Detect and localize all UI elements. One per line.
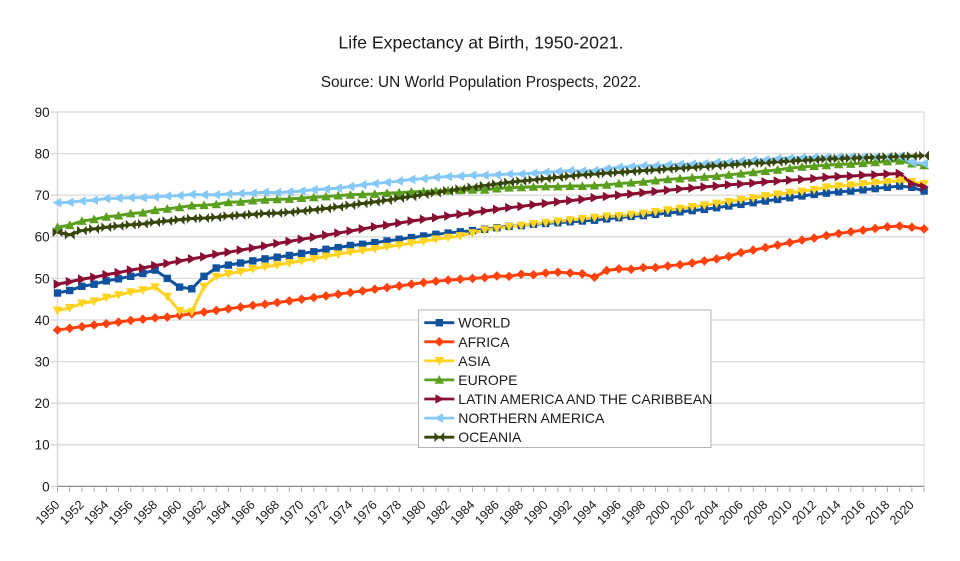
svg-text:30: 30 <box>35 355 50 370</box>
svg-text:AFRICA: AFRICA <box>458 334 510 350</box>
svg-text:60: 60 <box>35 230 50 245</box>
svg-text:80: 80 <box>35 147 50 162</box>
svg-text:LATIN AMERICA AND THE CARIBBEA: LATIN AMERICA AND THE CARIBBEAN <box>458 391 712 407</box>
svg-text:WORLD: WORLD <box>458 315 510 331</box>
svg-text:20: 20 <box>35 396 50 411</box>
svg-text:Source: UN World Population Pr: Source: UN World Population Prospects, 2… <box>321 74 642 91</box>
svg-text:ASIA: ASIA <box>458 353 491 369</box>
svg-text:0: 0 <box>42 479 50 494</box>
svg-text:50: 50 <box>35 271 50 286</box>
svg-text:70: 70 <box>35 188 50 203</box>
svg-text:OCEANIA: OCEANIA <box>458 429 522 445</box>
svg-text:40: 40 <box>35 313 50 328</box>
svg-text:Life Expectancy at Birth, 1950: Life Expectancy at Birth, 1950-2021. <box>338 33 623 53</box>
svg-text:90: 90 <box>35 105 50 120</box>
svg-text:EUROPE: EUROPE <box>458 372 517 388</box>
svg-text:10: 10 <box>35 438 50 453</box>
svg-text:NORTHERN AMERICA: NORTHERN AMERICA <box>458 410 605 426</box>
